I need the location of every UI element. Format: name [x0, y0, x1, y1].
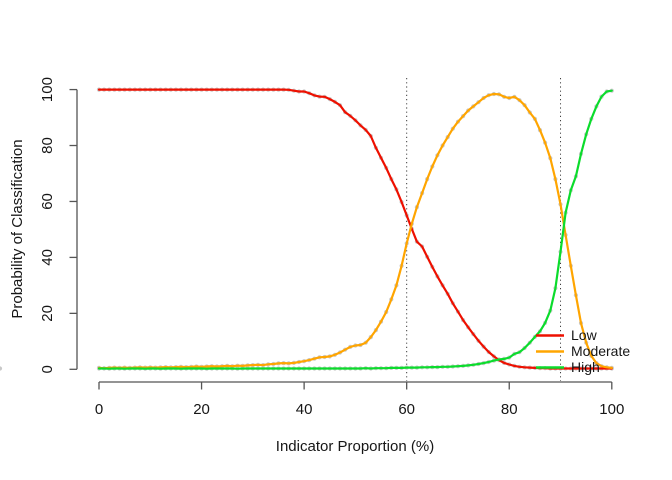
- y-tick-label: 60: [39, 193, 56, 210]
- y-axis-title: Probability of Classification: [9, 139, 26, 318]
- x-tick-label: 0: [95, 401, 103, 418]
- data-point: [0, 366, 3, 371]
- x-tick-label: 40: [296, 401, 313, 418]
- x-axis: [98, 381, 613, 390]
- x-tick-label: 60: [398, 401, 415, 418]
- y-tick-label: 100: [39, 77, 56, 102]
- y-tick-label: 20: [39, 305, 56, 322]
- x-tick-label: 80: [501, 401, 518, 418]
- legend-label-low: Low: [571, 327, 598, 343]
- legend-label-moderate: Moderate: [571, 343, 630, 359]
- y-axis: [69, 88, 78, 370]
- series-line-moderate: [97, 92, 613, 370]
- series-line-low: [97, 88, 613, 370]
- legend-label-high: High: [571, 359, 600, 375]
- y-tick-label: 0: [39, 365, 56, 373]
- data-point-markers: [0, 87, 614, 371]
- x-axis-title: Indicator Proportion (%): [276, 438, 434, 455]
- y-tick-label: 40: [39, 249, 56, 266]
- x-tick-label: 100: [599, 401, 624, 418]
- series-line-high: [97, 89, 613, 370]
- x-tick-label: 20: [193, 401, 210, 418]
- y-tick-label: 80: [39, 137, 56, 154]
